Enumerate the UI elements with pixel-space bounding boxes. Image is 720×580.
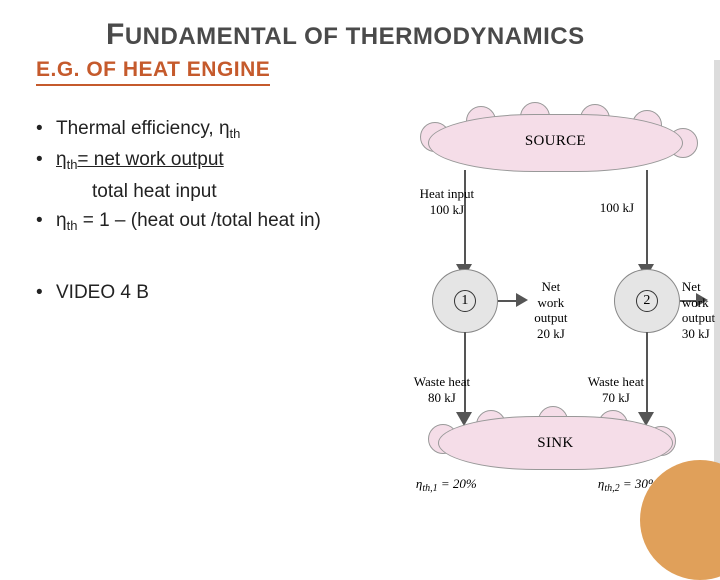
source-reservoir: SOURCE bbox=[428, 114, 683, 172]
work-1-label: Net work output 20 kJ bbox=[528, 279, 574, 341]
sink-reservoir: SINK bbox=[438, 416, 673, 470]
heat-in-left-label: Heat input 100 kJ bbox=[412, 186, 482, 217]
waste-1-label: Waste heat 80 kJ bbox=[404, 374, 480, 405]
subtitle-text: E.G. OF HEAT ENGINE bbox=[36, 58, 270, 86]
sink-label: SINK bbox=[439, 417, 672, 452]
bullet-4: VIDEO 4 B bbox=[36, 278, 410, 307]
bullet-1: Thermal efficiency, ηth bbox=[36, 114, 410, 143]
source-label: SOURCE bbox=[429, 115, 682, 150]
bullet-2-line2: total heat input bbox=[36, 177, 410, 206]
work-2-label: Net work output 30 kJ bbox=[682, 279, 720, 341]
engine-2: 2 bbox=[614, 269, 680, 333]
engine-1: 1 bbox=[432, 269, 498, 333]
title-rest: UNDAMENTAL OF THERMODYNAMICS bbox=[125, 23, 585, 50]
slide-title: FUNDAMENTAL OF THERMODYNAMICS bbox=[36, 18, 692, 52]
bullet-3: ηth = 1 – (heat out /total heat in) bbox=[36, 206, 410, 235]
text-column: Thermal efficiency, ηth ηth= net work ou… bbox=[36, 114, 410, 494]
slide-subtitle: E.G. OF HEAT ENGINE bbox=[36, 58, 692, 86]
heat-engine-diagram: SOURCE Heat input 100 kJ 100 kJ 1 2 Net … bbox=[410, 114, 692, 494]
title-cap: F bbox=[106, 18, 125, 51]
heat-in-right-label: 100 kJ bbox=[590, 200, 644, 216]
waste-2-label: Waste heat 70 kJ bbox=[578, 374, 654, 405]
efficiency-1: ηth,1 = 20% bbox=[416, 476, 477, 492]
side-decor bbox=[714, 60, 720, 480]
bullet-2: ηth= net work output bbox=[36, 145, 410, 174]
